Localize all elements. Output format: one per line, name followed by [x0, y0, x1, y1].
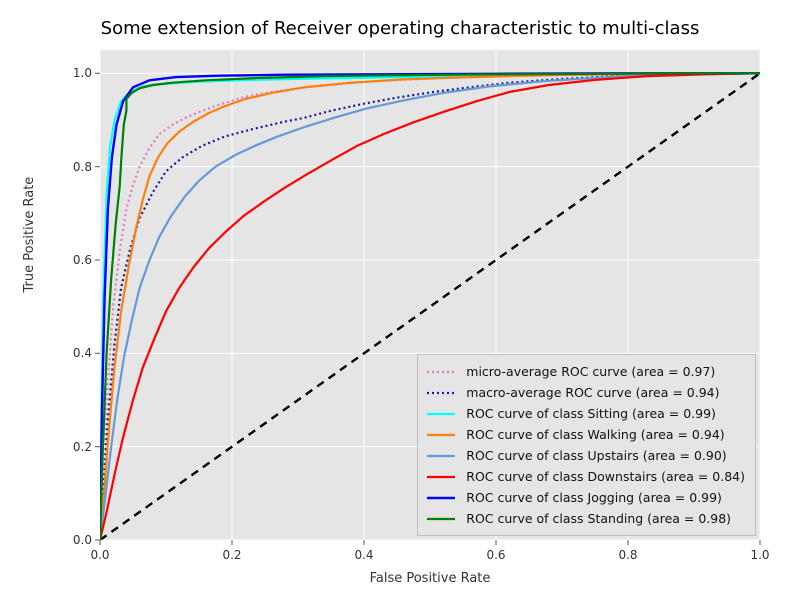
legend-item: ROC curve of class Downstairs (area = 0.… [426, 466, 745, 487]
legend-swatch [426, 385, 456, 401]
legend-label: macro-average ROC curve (area = 0.94) [466, 385, 719, 400]
y-tick-label: 0.2 [52, 440, 92, 454]
legend-swatch [426, 448, 456, 464]
legend-swatch [426, 490, 456, 506]
legend-label: ROC curve of class Upstairs (area = 0.90… [466, 448, 726, 463]
x-tick-label: 0.0 [90, 548, 109, 562]
legend-item: ROC curve of class Sitting (area = 0.99) [426, 403, 745, 424]
x-tick-label: 0.8 [618, 548, 637, 562]
x-tick-label: 0.4 [354, 548, 373, 562]
y-tick-label: 0.0 [52, 533, 92, 547]
legend-item: ROC curve of class Upstairs (area = 0.90… [426, 445, 745, 466]
legend-swatch [426, 427, 456, 443]
x-tick-label: 0.2 [222, 548, 241, 562]
legend-label: ROC curve of class Standing (area = 0.98… [466, 511, 731, 526]
y-tick-label: 0.4 [52, 346, 92, 360]
legend-item: macro-average ROC curve (area = 0.94) [426, 382, 745, 403]
legend-swatch [426, 469, 456, 485]
y-tick-label: 1.0 [52, 66, 92, 80]
legend-label: micro-average ROC curve (area = 0.97) [466, 364, 715, 379]
legend-label: ROC curve of class Walking (area = 0.94) [466, 427, 724, 442]
legend-swatch [426, 406, 456, 422]
legend-label: ROC curve of class Jogging (area = 0.99) [466, 490, 722, 505]
legend-item: ROC curve of class Standing (area = 0.98… [426, 508, 745, 529]
roc-chart: Some extension of Receiver operating cha… [0, 0, 800, 600]
legend-box: micro-average ROC curve (area = 0.97) mac… [417, 354, 756, 536]
x-tick-label: 1.0 [750, 548, 769, 562]
legend-swatch [426, 364, 456, 380]
legend-swatch [426, 511, 456, 527]
y-tick-label: 0.8 [52, 160, 92, 174]
legend-item: ROC curve of class Jogging (area = 0.99) [426, 487, 745, 508]
x-tick-label: 0.6 [486, 548, 505, 562]
legend-item: ROC curve of class Walking (area = 0.94) [426, 424, 745, 445]
y-tick-label: 0.6 [52, 253, 92, 267]
legend-item: micro-average ROC curve (area = 0.97) [426, 361, 745, 382]
legend-label: ROC curve of class Downstairs (area = 0.… [466, 469, 745, 484]
legend-label: ROC curve of class Sitting (area = 0.99) [466, 406, 716, 421]
